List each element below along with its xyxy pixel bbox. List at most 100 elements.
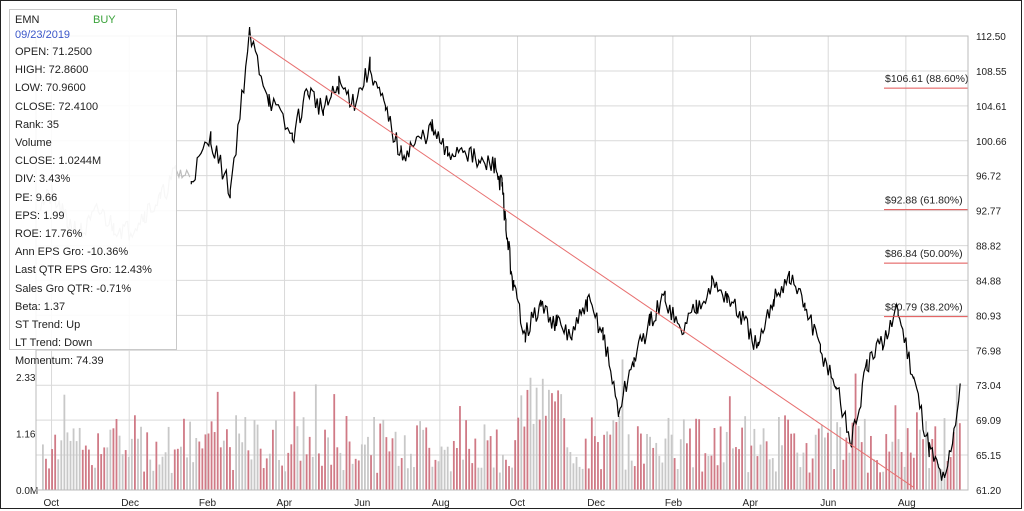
volume-bar [876,460,878,490]
volume-bar [735,447,737,490]
info-rows: OPEN: 71.2500 HIGH: 72.8600 LOW: 70.9600 CL… [15,43,176,371]
volume-bar [84,445,87,490]
volume-bar [278,459,280,490]
volume-bar [802,452,805,490]
volume-bar [321,465,323,490]
volume-bar [345,416,348,490]
volume-bar [265,458,268,490]
volume-bar [707,455,710,490]
volume-bar [161,456,164,490]
volume-bar [554,401,556,490]
volume-bar [873,459,875,490]
volume-bar [590,417,593,490]
volume-bar [287,452,290,490]
volume-bar [462,459,464,490]
volume-bar [698,419,701,490]
volume-bar [449,471,452,490]
volume-bar [511,467,513,490]
volume-bar [397,465,400,490]
volume-bar [581,468,584,490]
volume-bar [121,454,124,490]
volume-bar [799,467,802,490]
volume-bar [643,463,645,490]
volume-bar [606,431,609,490]
volume-bar [446,446,449,490]
volume-bar [692,467,694,490]
volume-bar [419,421,421,490]
volume-bar [655,442,658,490]
volume-bar [587,468,590,490]
volume-bar [879,472,881,490]
volume-bar [502,454,504,490]
volume-bar [173,449,176,490]
volume-bar [928,468,931,490]
info-row: ROE: 17.76% [15,228,83,241]
volume-bar [468,448,471,490]
volume-bar [486,440,489,490]
volume-bar [183,418,185,490]
volume-bar [391,438,394,490]
volume-bar [134,415,136,490]
volume-bar [759,444,762,490]
volume-bar [882,471,885,490]
price-tick-label: 65.15 [976,451,1001,462]
volume-bar [222,440,225,490]
volume-bar [213,432,216,490]
volume-bar [434,459,437,490]
x-tick-label: Dec [587,498,605,509]
volume-bar [54,434,57,490]
volume-bar [778,417,780,490]
volume-bar [538,419,541,490]
volume-bar [342,470,345,490]
volume-bar [137,438,139,490]
volume-bar [673,458,676,490]
volume-bar [124,450,127,490]
volume-bar [704,453,707,490]
volume-bar [406,468,409,490]
volume-bar [247,450,250,490]
volume-bar [894,405,897,490]
volume-bar [459,406,461,490]
volume-bar [452,440,455,490]
volume-bar [471,463,474,490]
volume-bar [756,456,759,490]
volume-bar [57,459,60,490]
volume-bar [912,457,915,490]
volume-bar [667,417,670,490]
volume-bar [474,438,477,490]
volume-bar [413,467,415,490]
volume-bar [670,434,673,490]
volume-bar [627,434,630,490]
volume-bar [541,378,544,490]
volume-bar [621,359,624,490]
volume-bar [827,432,829,490]
volume-bar [695,418,697,490]
volume-bar [845,437,848,490]
volume-bar [437,461,440,490]
volume-bar [152,470,155,490]
volume-bar [195,438,198,490]
volume-bar [69,440,72,490]
volume-bar [560,394,563,490]
volume-bar [679,439,682,490]
trendline [249,35,914,488]
volume-bar [943,418,946,490]
volume-bar [324,429,326,490]
x-tick-label: Feb [199,498,217,509]
info-row: DIV: 3.43% [15,173,71,186]
volume-bar [492,467,495,490]
volume-bar [781,445,783,490]
volume-bar [814,434,817,490]
volume-bar [661,462,664,490]
volume-bar [784,415,786,490]
volume-bar [318,453,320,490]
volume-bar [649,436,651,490]
volume-bar [820,424,823,490]
info-row: Beta: 1.37 [15,300,66,313]
volume-bar [658,455,661,490]
price-tick-label: 61.20 [976,486,1001,497]
volume-bar [115,418,118,490]
volume-bar [839,427,842,490]
volume-bar [130,438,133,490]
volume-bar [302,417,305,490]
